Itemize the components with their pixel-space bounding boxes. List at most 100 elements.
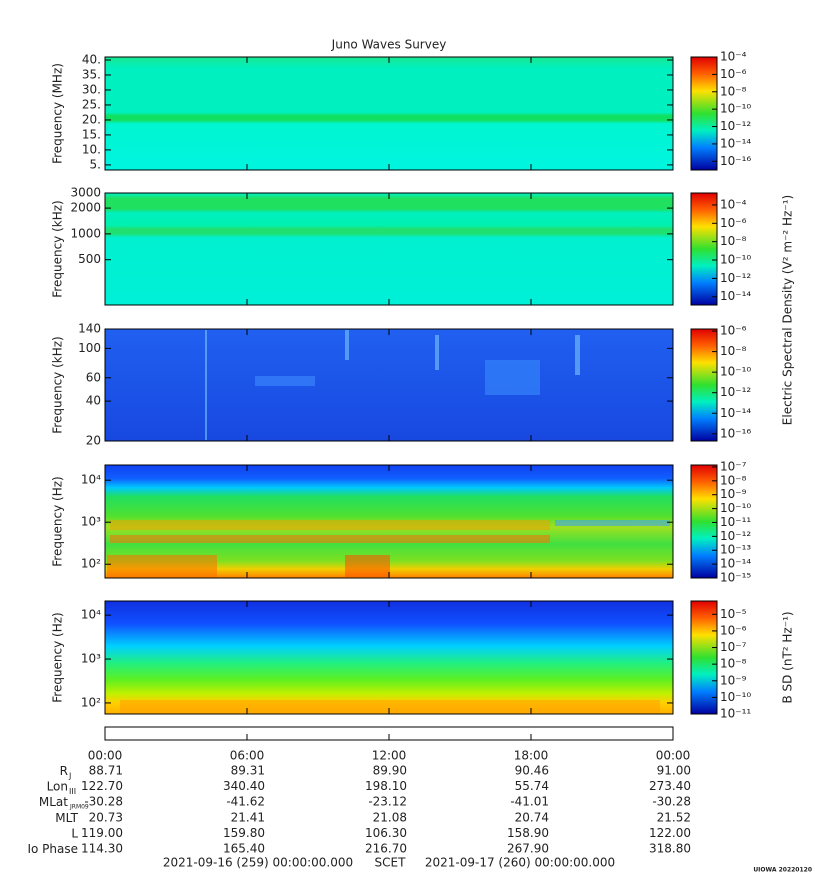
y-axis-label: Frequency (Hz) <box>51 476 65 567</box>
texture <box>345 555 390 577</box>
colorbar-label: Electric Spectral Density (V² m⁻² Hz⁻¹) <box>781 195 795 425</box>
colorbar-tick-label: 10⁻⁸ <box>720 84 747 98</box>
y-tick-label: 20 <box>86 434 101 448</box>
colorbar <box>691 465 717 578</box>
colorbar-tick-label: 10⁻⁴ <box>720 197 747 211</box>
ephemeris-value: -23.12 <box>368 795 407 809</box>
y-tick-label: 1000 <box>70 226 101 240</box>
spectrogram <box>105 329 673 441</box>
ephemeris-value: 91.00 <box>657 764 691 778</box>
colorbar-tick-label: 10⁻¹⁴ <box>720 289 751 303</box>
y-tick-label: 15. <box>82 127 101 141</box>
texture <box>435 335 439 370</box>
colorbar-tick-label: 10⁻¹³ <box>720 543 751 557</box>
colorbar-tick-label: 10⁻⁶ <box>720 67 747 81</box>
row-label-sub: JRM09 <box>69 804 89 811</box>
ephemeris-value: 216.70 <box>365 842 407 856</box>
ephemeris-value: 89.31 <box>231 764 265 778</box>
chart-title: Juno Waves Survey <box>331 38 447 52</box>
spectrogram <box>105 193 673 305</box>
texture <box>205 330 207 440</box>
texture <box>485 360 540 395</box>
overlay: Juno Waves Survey Frequency (MHz) 5.10.15.… <box>27 38 812 874</box>
colorbar-tick-label: 10⁻⁸ <box>720 657 747 671</box>
x-tick-label: 12:00 <box>372 749 407 763</box>
colorbar-tick-label: 10⁻¹⁶ <box>720 426 751 440</box>
y-tick-label: 100 <box>78 341 101 355</box>
ephemeris-value: 21.41 <box>231 810 265 824</box>
ephemeris-value: 106.30 <box>365 826 407 840</box>
y-tick-label: 3000 <box>70 186 101 200</box>
colorbar-frame <box>690 600 718 715</box>
ephemeris-value: 340.40 <box>223 779 265 793</box>
y-tick-label: 10. <box>82 142 101 156</box>
row-label-text: L <box>71 826 78 840</box>
row-label-text: MLat <box>39 795 68 809</box>
colorbar-tick-label: 10⁻⁷ <box>720 459 747 473</box>
colorbar-frame <box>690 192 718 306</box>
row-label: Io Phase <box>27 842 78 856</box>
colorbar-tick-label: 10⁻⁸ <box>720 344 747 358</box>
colorbar <box>691 329 717 441</box>
ephemeris-value: -30.28 <box>84 795 123 809</box>
ephemeris-value: 55.74 <box>515 779 549 793</box>
colorbar-tick-label: 10⁻¹⁰ <box>720 690 751 704</box>
texture <box>255 376 315 386</box>
footer-stamp: UIOWA 20220120 <box>753 867 812 874</box>
row-label-text: MLT <box>55 810 78 824</box>
x-tick-label: 00:00 <box>656 749 691 763</box>
ephemeris-value: -41.01 <box>510 795 549 809</box>
y-tick-label: 2000 <box>70 201 101 215</box>
y-axis-label: Frequency (Hz) <box>51 612 65 703</box>
colorbar-tick-label: 10⁻¹⁴ <box>720 557 751 571</box>
y-tick-label: 10⁴ <box>81 608 101 622</box>
ephemeris-value: 20.74 <box>515 810 549 824</box>
y-tick-label: 60 <box>86 370 101 384</box>
ephemeris-value: -41.62 <box>226 795 265 809</box>
ephemeris-value: 20.73 <box>89 810 123 824</box>
x-tick-label: 00:00 <box>88 749 123 763</box>
footer-center: SCET <box>375 856 407 870</box>
panels <box>105 57 717 714</box>
ephemeris-value: 165.40 <box>223 842 265 856</box>
colorbar-tick-label: 10⁻¹⁰ <box>720 102 751 116</box>
row-label: MLT <box>55 810 78 824</box>
colorbar <box>691 193 717 305</box>
row-label: L <box>71 826 78 840</box>
colorbar-frame <box>690 464 718 579</box>
colorbar-tick-label: 10⁻¹⁰ <box>720 365 751 379</box>
colorbar-tick-label: 10⁻¹⁶ <box>720 154 751 168</box>
x-tick-label: 06:00 <box>230 749 265 763</box>
y-axis-label: Frequency (kHz) <box>51 336 65 433</box>
row-label: Lon <box>47 779 68 793</box>
spectrogram <box>105 57 673 170</box>
ephemeris-value: 273.40 <box>649 779 691 793</box>
colorbar-frame <box>690 328 718 442</box>
ephemeris-value: 318.80 <box>649 842 691 856</box>
texture <box>575 335 580 375</box>
colorbar-tick-label: 10⁻¹² <box>720 271 751 285</box>
ephemeris-value: 267.90 <box>507 842 549 856</box>
y-tick-label: 10³ <box>81 515 101 529</box>
y-tick-label: 25. <box>82 97 101 111</box>
colorbar-label: B SD (nT² Hz⁻¹) <box>781 611 795 703</box>
footer-end: 2021-09-17 (260) 00:00:00.000 <box>425 856 615 870</box>
texture <box>345 330 349 360</box>
colorbar-tick-label: 10⁻¹² <box>720 385 751 399</box>
colorbar-tick-label: 10⁻⁸ <box>720 234 747 248</box>
colorbar-tick-label: 10⁻⁷ <box>720 640 747 654</box>
row-label-text: R <box>60 764 68 778</box>
texture <box>120 700 660 714</box>
y-tick-label: 40. <box>82 52 101 66</box>
colorbar-tick-label: 10⁻⁶ <box>720 216 747 230</box>
ephemeris-value: 158.90 <box>507 826 549 840</box>
footer-start: 2021-09-16 (259) 00:00:00.000 <box>163 856 353 870</box>
row-label-text: Lon <box>47 779 68 793</box>
x-tick-label: 18:00 <box>514 749 549 763</box>
y-axis-label: Frequency (MHz) <box>51 63 65 164</box>
row-label-text: Io Phase <box>27 842 78 856</box>
colorbar-tick-label: 10⁻¹⁵ <box>720 571 751 585</box>
colorbar-tick-label: 10⁻¹⁴ <box>720 136 751 150</box>
y-tick-label: 30. <box>82 82 101 96</box>
y-tick-label: 500 <box>78 252 101 266</box>
